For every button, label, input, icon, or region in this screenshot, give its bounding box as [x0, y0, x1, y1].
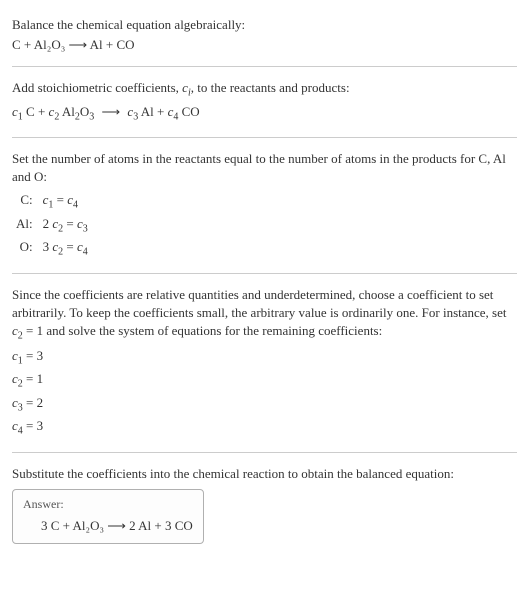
- text: O: [80, 104, 89, 119]
- section-atoms: Set the number of atoms in the reactants…: [12, 142, 517, 269]
- text: C +: [23, 104, 49, 119]
- solve-intro: Since the coefficients are relative quan…: [12, 286, 517, 344]
- coefficient-line: c3 = 2: [12, 393, 517, 417]
- value: = 3: [23, 348, 43, 363]
- eq: =: [63, 216, 77, 231]
- element-label: C:: [12, 190, 39, 214]
- text: = 1 and solve the system of equations fo…: [23, 323, 382, 338]
- coefficient-line: c1 = 3: [12, 346, 517, 370]
- text: Since the coefficients are relative quan…: [12, 287, 507, 320]
- coefficient-line: c2 = 1: [12, 369, 517, 393]
- c-sub: 4: [83, 247, 88, 258]
- answer-box: Answer: 3 C + Al₂O₃ ⟶ 2 Al + 3 CO: [12, 489, 204, 544]
- coefficient-values: c1 = 3c2 = 1c3 = 2c4 = 3: [12, 346, 517, 440]
- coefficient-line: c4 = 3: [12, 416, 517, 440]
- section-answer: Substitute the coefficients into the che…: [12, 457, 517, 552]
- text: Add stoichiometric coefficients,: [12, 80, 182, 95]
- text: Al +: [138, 104, 167, 119]
- atom-row: Al:2 c2 = c3: [12, 214, 92, 238]
- answer-label: Answer:: [23, 496, 193, 513]
- atom-row: C:c1 = c4: [12, 190, 92, 214]
- balance-equation: 3 c2 = c4: [39, 237, 92, 261]
- pre: 2: [43, 216, 53, 231]
- divider: [12, 137, 517, 138]
- section-coefficients: Add stoichiometric coefficients, ci, to …: [12, 71, 517, 132]
- pre: 3: [43, 239, 53, 254]
- divider: [12, 273, 517, 274]
- value: = 3: [23, 418, 43, 433]
- generic-equation: c1 C + c2 Al2O3 ⟶ c3 Al + c4 CO: [12, 103, 517, 125]
- eq: =: [53, 192, 67, 207]
- section-problem: Balance the chemical equation algebraica…: [12, 8, 517, 62]
- section-solve: Since the coefficients are relative quan…: [12, 278, 517, 448]
- divider: [12, 452, 517, 453]
- coefficients-intro: Add stoichiometric coefficients, ci, to …: [12, 79, 517, 101]
- element-label: O:: [12, 237, 39, 261]
- ci-symbol: ci: [182, 80, 191, 95]
- atoms-intro: Set the number of atoms in the reactants…: [12, 150, 517, 186]
- balance-equation: c1 = c4: [39, 190, 92, 214]
- eq: =: [63, 239, 77, 254]
- text: CO: [178, 104, 199, 119]
- atom-row: O:3 c2 = c4: [12, 237, 92, 261]
- answer-intro: Substitute the coefficients into the che…: [12, 465, 517, 483]
- atom-balance-table: C:c1 = c4Al:2 c2 = c3O:3 c2 = c4: [12, 190, 92, 261]
- problem-intro: Balance the chemical equation algebraica…: [12, 16, 517, 34]
- c-sub: 3: [83, 223, 88, 234]
- element-label: Al:: [12, 214, 39, 238]
- c-sub: 4: [73, 200, 78, 211]
- value: = 1: [23, 371, 43, 386]
- arrow: ⟶: [94, 104, 127, 119]
- value: = 2: [23, 395, 43, 410]
- balance-equation: 2 c2 = c3: [39, 214, 92, 238]
- text: Al: [59, 104, 75, 119]
- text: , to the reactants and products:: [191, 80, 350, 95]
- divider: [12, 66, 517, 67]
- unbalanced-equation: C + Al₂O₃ ⟶ Al + CO: [12, 36, 517, 54]
- balanced-equation: 3 C + Al₂O₃ ⟶ 2 Al + 3 CO: [23, 517, 193, 535]
